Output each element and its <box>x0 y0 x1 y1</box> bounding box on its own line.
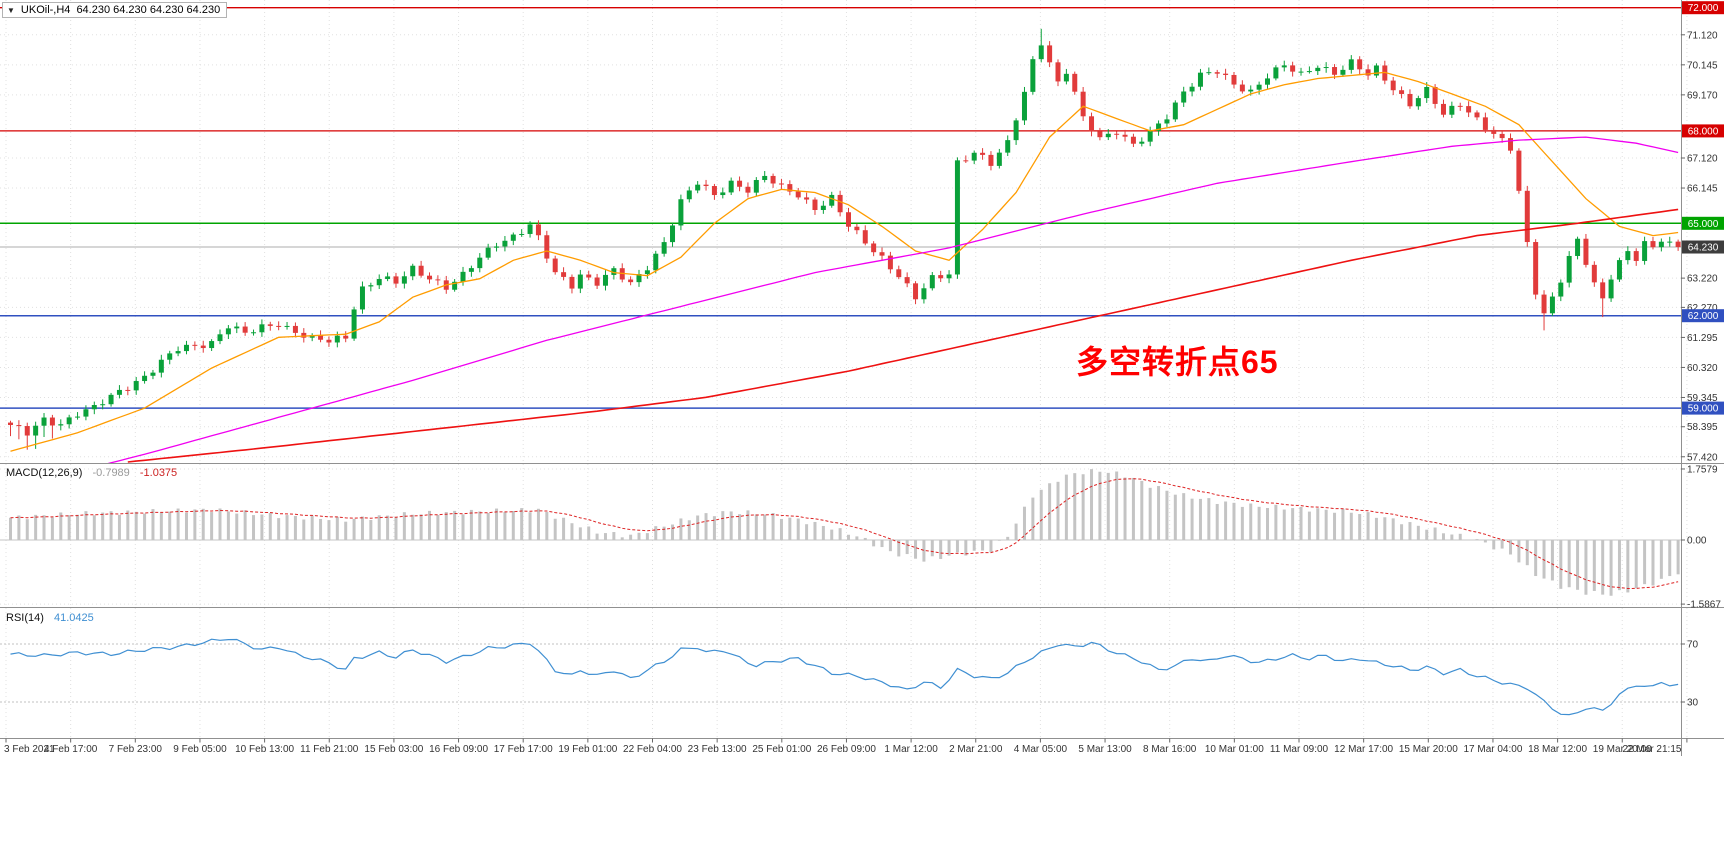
svg-text:19 Feb 01:00: 19 Feb 01:00 <box>558 744 617 755</box>
svg-text:10 Feb 13:00: 10 Feb 13:00 <box>235 744 294 755</box>
symbol-dropdown-icon[interactable]: ▼ <box>7 5 15 15</box>
svg-text:12 Mar 17:00: 12 Mar 17:00 <box>1334 744 1393 755</box>
svg-text:17 Feb 17:00: 17 Feb 17:00 <box>494 744 553 755</box>
svg-text:23 Feb 13:00: 23 Feb 13:00 <box>688 744 747 755</box>
svg-text:22 Feb 04:00: 22 Feb 04:00 <box>623 744 682 755</box>
svg-text:18 Mar 12:00: 18 Mar 12:00 <box>1528 744 1587 755</box>
svg-text:3 Feb 2021: 3 Feb 2021 <box>4 744 55 755</box>
svg-text:70.145: 70.145 <box>1687 60 1718 71</box>
macd-name: MACD(12,26,9) <box>6 467 83 479</box>
svg-text:8 Mar 16:00: 8 Mar 16:00 <box>1143 744 1197 755</box>
svg-text:58.395: 58.395 <box>1687 422 1718 433</box>
svg-text:63.220: 63.220 <box>1687 274 1718 285</box>
rsi-panel <box>0 638 1681 716</box>
grid-layer <box>0 0 1688 739</box>
svg-text:25 Feb 01:00: 25 Feb 01:00 <box>752 744 811 755</box>
ma-mid-magenta-line <box>107 136 1679 463</box>
svg-text:-1.5867: -1.5867 <box>1687 600 1721 611</box>
macd-main-value: -0.7989 <box>92 467 130 479</box>
svg-text:61.295: 61.295 <box>1687 333 1718 344</box>
svg-text:26 Feb 09:00: 26 Feb 09:00 <box>817 744 876 755</box>
svg-text:4 Mar 05:00: 4 Mar 05:00 <box>1014 744 1068 755</box>
svg-text:64.230: 64.230 <box>1688 243 1719 254</box>
svg-text:11 Feb 21:00: 11 Feb 21:00 <box>300 744 359 755</box>
svg-text:7 Feb 23:00: 7 Feb 23:00 <box>109 744 163 755</box>
svg-text:71.120: 71.120 <box>1687 30 1718 41</box>
svg-text:19 Mar 20:00: 19 Mar 20:00 <box>1593 744 1652 755</box>
svg-text:1 Mar 12:00: 1 Mar 12:00 <box>884 744 938 755</box>
price-marker-72.000 <box>1682 1 1724 15</box>
svg-text:57.420: 57.420 <box>1687 452 1718 463</box>
svg-text:70: 70 <box>1687 640 1699 651</box>
svg-text:59.345: 59.345 <box>1687 393 1718 404</box>
candles-layer <box>8 28 1681 450</box>
rsi-indicator-label: RSI(14) 41.0425 <box>6 612 94 624</box>
ohlc-values: 64.230 64.230 64.230 64.230 <box>76 4 221 16</box>
svg-text:60.320: 60.320 <box>1687 363 1718 374</box>
svg-text:10 Mar 01:00: 10 Mar 01:00 <box>1205 744 1264 755</box>
price-marker-62.000 <box>1682 309 1724 323</box>
symbol-period-label: UKOil-,H4 <box>20 4 71 16</box>
svg-text:15 Feb 03:00: 15 Feb 03:00 <box>364 744 423 755</box>
macd-signal-line <box>10 478 1679 590</box>
macd-panel <box>0 468 1681 605</box>
price-marker-59.000 <box>1682 401 1724 415</box>
macd-signal-value: -1.0375 <box>139 467 178 479</box>
price-chart-canvas[interactable]: 71.120 70.145 69.170 67.120 66.145 63.220 62.2… <box>0 0 1724 770</box>
price-marker-68.000 <box>1682 124 1724 138</box>
moving-averages-layer <box>10 71 1679 463</box>
price-marker-65.000 <box>1682 216 1724 230</box>
svg-text:11 Mar 09:00: 11 Mar 09:00 <box>1270 744 1329 755</box>
macd-indicator-label: MACD(12,26,9) -0.7989 -1.0375 <box>6 467 177 479</box>
svg-text:16 Feb 09:00: 16 Feb 09:00 <box>429 744 488 755</box>
price-levels-layer <box>0 7 1681 409</box>
svg-text:2 Mar 21:00: 2 Mar 21:00 <box>949 744 1003 755</box>
svg-text:68.000: 68.000 <box>1688 126 1719 137</box>
svg-text:15 Mar 20:00: 15 Mar 20:00 <box>1399 744 1458 755</box>
svg-text:5 Mar 13:00: 5 Mar 13:00 <box>1078 744 1132 755</box>
rsi-value: 41.0425 <box>53 612 94 624</box>
svg-text:4 Feb 17:00: 4 Feb 17:00 <box>44 744 98 755</box>
svg-text:66.145: 66.145 <box>1687 184 1718 195</box>
svg-text:1.7579: 1.7579 <box>1687 464 1718 475</box>
ma-slow-red-line <box>127 208 1679 463</box>
svg-text:17 Mar 04:00: 17 Mar 04:00 <box>1463 744 1522 755</box>
panel-separators <box>0 0 1724 756</box>
macd-histogram <box>9 469 1680 596</box>
svg-text:72.000: 72.000 <box>1688 3 1719 14</box>
symbol-info: ▼ UKOil-,H4 64.230 64.230 64.230 64.230 <box>2 2 228 18</box>
svg-text:30: 30 <box>1687 698 1699 709</box>
chart-text-annotation: 多空转折点65 <box>1076 344 1279 380</box>
svg-text:59.000: 59.000 <box>1688 404 1719 415</box>
price-scale[interactable]: 71.120 70.145 69.170 67.120 66.145 63.220 62.2… <box>1681 1 1724 709</box>
rsi-name: RSI(14) <box>6 612 44 624</box>
svg-text:65.000: 65.000 <box>1688 219 1719 230</box>
svg-text:69.170: 69.170 <box>1687 90 1718 101</box>
ma-fast-orange-line <box>10 71 1679 452</box>
svg-text:0.00: 0.00 <box>1687 536 1707 547</box>
svg-text:22 Mar 21:15: 22 Mar 21:15 <box>1623 744 1682 755</box>
rsi-line <box>10 638 1679 716</box>
svg-text:67.120: 67.120 <box>1687 154 1718 165</box>
svg-text:62.270: 62.270 <box>1687 303 1718 314</box>
svg-text:9 Feb 05:00: 9 Feb 05:00 <box>173 744 227 755</box>
price-marker-64.230 <box>1682 240 1724 254</box>
chart-plot-area[interactable] <box>0 0 1681 739</box>
svg-text:62.000: 62.000 <box>1688 311 1719 322</box>
